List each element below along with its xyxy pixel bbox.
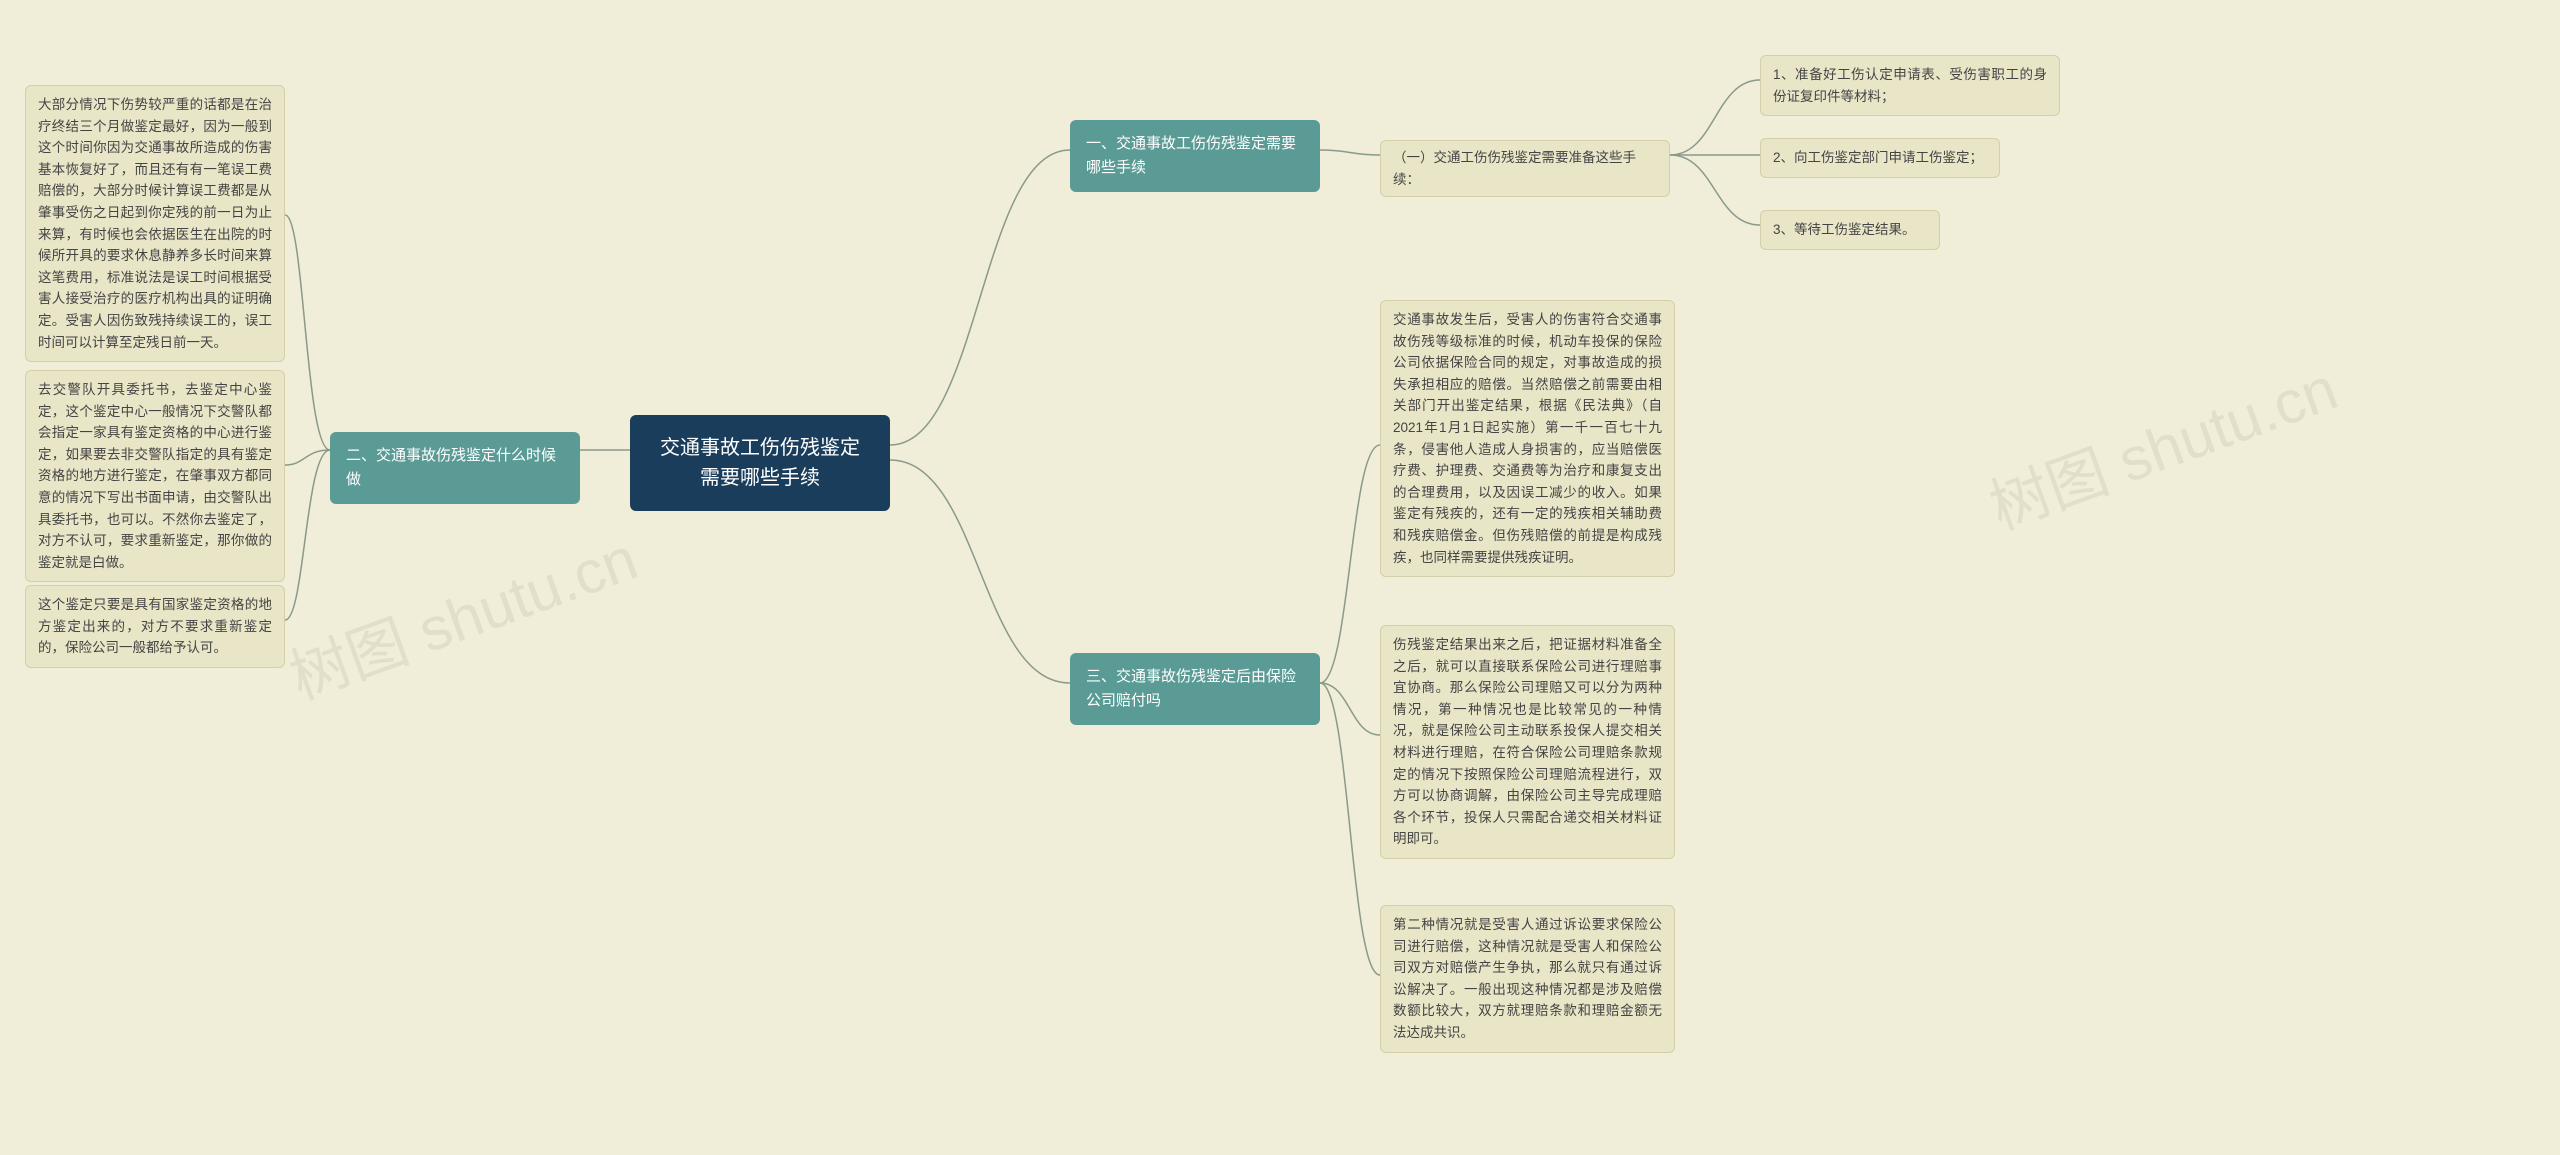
branch-3: 三、交通事故伤残鉴定后由保险公司赔付吗 xyxy=(1070,653,1320,725)
branch-2-leaf-1: 大部分情况下伤势较严重的话都是在治疗终结三个月做鉴定最好，因为一般到这个时间你因… xyxy=(25,85,285,362)
watermark-1: 树图 shutu.cn xyxy=(276,510,647,716)
branch-2: 二、交通事故伤残鉴定什么时候做 xyxy=(330,432,580,504)
branch-1-sub: （一）交通工伤伤残鉴定需要准备这些手续： xyxy=(1380,140,1670,197)
branch-2-leaf-3: 这个鉴定只要是具有国家鉴定资格的地方鉴定出来的，对方不要求重新鉴定的，保险公司一… xyxy=(25,585,285,668)
branch-1-leaf-3: 3、等待工伤鉴定结果。 xyxy=(1760,210,1940,250)
center-topic: 交通事故工伤伤残鉴定需要哪些手续 xyxy=(630,415,890,511)
branch-1: 一、交通事故工伤伤残鉴定需要哪些手续 xyxy=(1070,120,1320,192)
watermark-2: 树图 shutu.cn xyxy=(1976,340,2347,546)
branch-1-leaf-2: 2、向工伤鉴定部门申请工伤鉴定； xyxy=(1760,138,2000,178)
branch-3-leaf-1: 交通事故发生后，受害人的伤害符合交通事故伤残等级标准的时候，机动车投保的保险公司… xyxy=(1380,300,1675,577)
branch-2-leaf-2: 去交警队开具委托书，去鉴定中心鉴定，这个鉴定中心一般情况下交警队都会指定一家具有… xyxy=(25,370,285,582)
branch-3-leaf-3: 第二种情况就是受害人通过诉讼要求保险公司进行赔偿，这种情况就是受害人和保险公司双… xyxy=(1380,905,1675,1053)
branch-3-leaf-2: 伤残鉴定结果出来之后，把证据材料准备全之后，就可以直接联系保险公司进行理赔事宜协… xyxy=(1380,625,1675,859)
branch-1-leaf-1: 1、准备好工伤认定申请表、受伤害职工的身份证复印件等材料； xyxy=(1760,55,2060,116)
